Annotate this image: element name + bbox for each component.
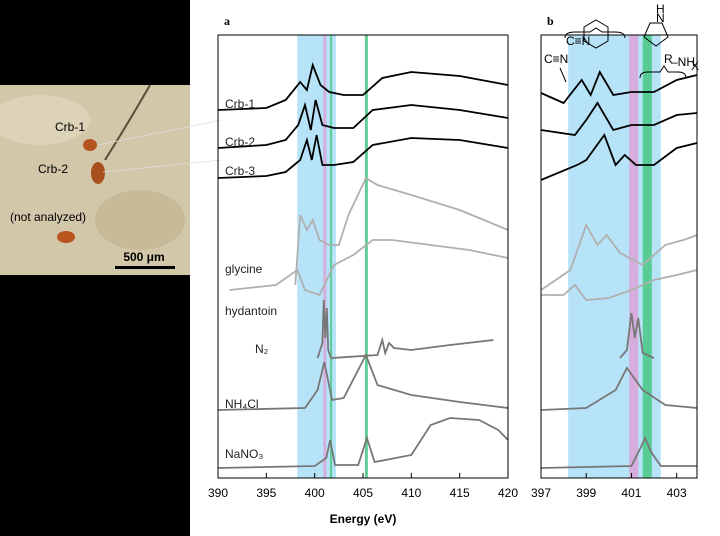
x-tick-label: 397 (531, 486, 551, 500)
series-label: glycine (225, 262, 263, 276)
grain (83, 139, 97, 151)
x-axis-label: Energy (eV) (330, 512, 397, 526)
band (642, 35, 652, 478)
bracket (639, 65, 687, 79)
x-tick-label: 403 (667, 486, 687, 500)
x-tick-label: 401 (621, 486, 641, 500)
spectrum (540, 101, 698, 136)
leader-line (97, 119, 223, 146)
photo-label: Crb-2 (38, 162, 68, 176)
spectrum (619, 312, 655, 359)
series-label: N₂ (255, 342, 269, 356)
spectrum (217, 134, 509, 179)
series-label: NH₄Cl (225, 397, 259, 411)
annotation: C≡N (544, 52, 568, 66)
photo-texture (0, 95, 90, 145)
spectrum (217, 61, 509, 111)
spectrum (540, 222, 698, 291)
band (330, 35, 333, 478)
grain (91, 162, 105, 184)
leader-line (102, 159, 223, 173)
annotation: N (656, 11, 665, 25)
annotation: R (664, 52, 673, 66)
series-label: Crb-3 (225, 164, 255, 178)
annotation: C≡N (566, 34, 590, 48)
scale-bar (115, 266, 175, 269)
annotation: H (656, 2, 665, 16)
x-tick-label: 395 (256, 486, 276, 500)
x-tick-label: 410 (401, 486, 421, 500)
series-label: NaNO₃ (225, 447, 263, 461)
x-tick-label: 415 (450, 486, 470, 500)
spectrum (217, 99, 509, 149)
x-tick-label: 405 (353, 486, 373, 500)
photo-label: Crb-1 (55, 120, 85, 134)
scale-bar-label: 500 μm (123, 250, 164, 264)
photo-label: (not analyzed) (10, 210, 86, 224)
spectrum (540, 69, 698, 105)
x-tick-label: 399 (576, 486, 596, 500)
pointer (559, 67, 567, 83)
bracket (564, 27, 626, 39)
spectrum (294, 176, 509, 286)
x-tick-label: 420 (498, 486, 518, 500)
spectrum (217, 352, 509, 411)
band (364, 35, 368, 478)
annotation: –NH (671, 55, 695, 69)
spectrum (541, 269, 698, 301)
spectrum (316, 299, 494, 359)
series-label: Crb-1 (225, 97, 255, 111)
spectrum (540, 133, 698, 181)
x-tick-label: 390 (208, 486, 228, 500)
photo-texture (95, 190, 185, 250)
x-tick-label: 400 (305, 486, 325, 500)
series-label: Crb-2 (225, 135, 255, 149)
band (323, 35, 327, 478)
pyridine-ring (583, 19, 609, 49)
panel-label: b (547, 14, 554, 28)
grain (57, 231, 75, 243)
series-label: hydantoin (225, 304, 277, 318)
photo-crack (104, 84, 151, 161)
panel-label: a (224, 14, 230, 28)
pyrrole-ring (643, 22, 669, 47)
band (629, 35, 639, 478)
annotation: X (691, 59, 699, 73)
plot-frame (540, 34, 698, 479)
spectrum (540, 366, 698, 411)
spectrum (229, 239, 509, 297)
spectrum (217, 417, 509, 469)
spectrum (540, 435, 697, 469)
photo: Crb-1 Crb-2 (not analyzed) 500 μm (0, 84, 223, 275)
